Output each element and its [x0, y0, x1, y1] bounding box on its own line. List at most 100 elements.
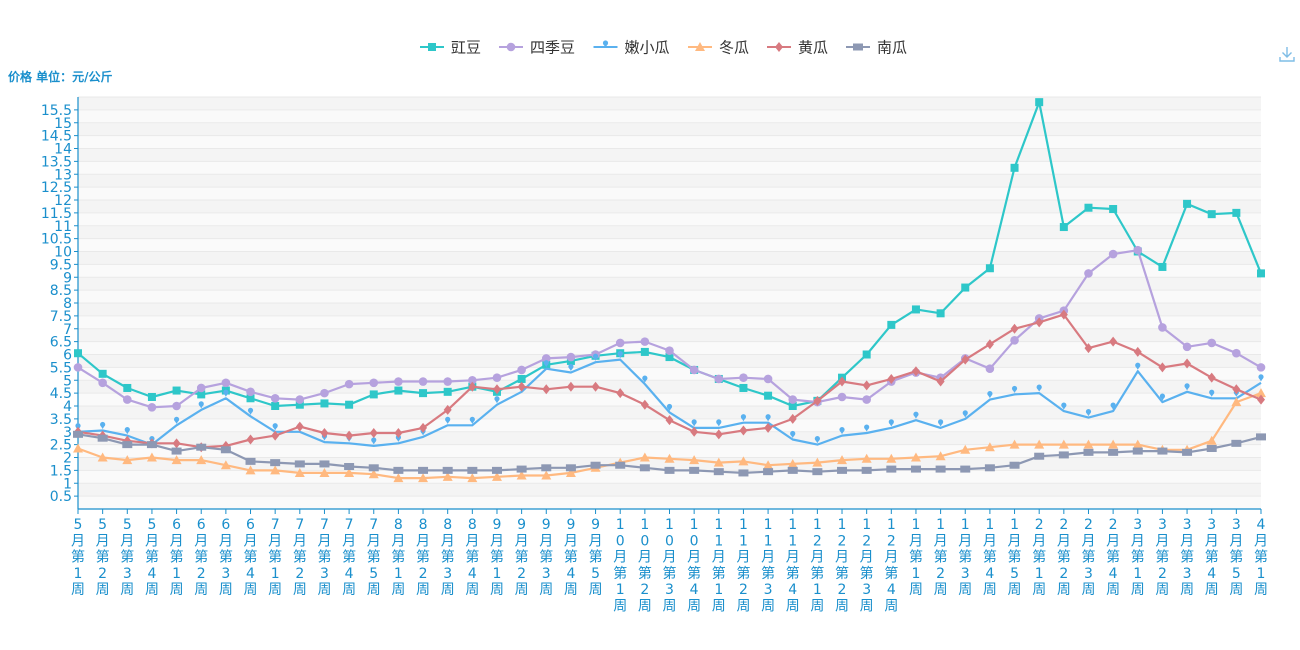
grid-band — [78, 225, 1261, 239]
y-tick-label: 4.5 — [50, 386, 72, 402]
pin-tail — [125, 430, 130, 435]
grid-band — [78, 135, 1261, 149]
pin-tail — [1086, 412, 1091, 417]
x-tick-label: 7 月第 5 周 — [367, 517, 381, 598]
data-point — [591, 381, 600, 392]
data-point — [886, 453, 897, 463]
pin-tail — [420, 431, 426, 436]
legend-marker — [695, 42, 705, 51]
pin-tail — [1209, 393, 1214, 397]
data-point — [642, 375, 648, 383]
data-point — [1009, 439, 1020, 449]
data-point — [787, 458, 798, 468]
grid-band — [78, 483, 1261, 497]
legend-label: 四季豆 — [530, 39, 575, 57]
data-point — [442, 471, 453, 481]
data-point — [960, 444, 971, 454]
data-point — [271, 402, 280, 410]
data-point — [270, 393, 280, 403]
y-tick-label: 3.5 — [50, 412, 72, 428]
data-point — [666, 403, 673, 411]
pin-tail — [667, 407, 672, 411]
y-tick-label: 6.5 — [50, 335, 72, 351]
data-point — [1157, 447, 1168, 455]
x-axis: 5 月第 1 周 5 月第 2 周 5 月第 3 周 5 月第 4 周 6 月第 1 周 6 月第 2 周 6 月第 3 周 6 月第 4 周… — [71, 508, 1268, 615]
data-point — [1158, 362, 1167, 373]
data-point — [740, 414, 747, 422]
y-tick-label: 15.5 — [41, 103, 72, 119]
grid-band — [78, 187, 1261, 200]
legend-item: 黄瓜 — [767, 39, 828, 57]
data-point — [1206, 435, 1217, 445]
data-point — [739, 383, 748, 392]
data-point — [689, 365, 699, 375]
data-point — [1183, 358, 1192, 369]
data-point — [1132, 447, 1143, 455]
legend-marker — [853, 43, 863, 51]
grid-band — [78, 303, 1261, 316]
grid-band — [78, 148, 1261, 162]
legend-item: 豇豆 — [420, 39, 481, 57]
data-point — [172, 386, 181, 395]
series-layer — [73, 98, 1266, 483]
data-point — [1158, 323, 1167, 332]
x-tick-label: 1 月第 3 周 — [958, 517, 972, 598]
data-point — [911, 305, 920, 314]
x-tick-label: 1 2 月第 3 周 — [860, 517, 874, 615]
legend-item: 嫩小瓜 — [593, 39, 670, 57]
data-point — [1034, 439, 1045, 449]
data-point — [73, 430, 83, 438]
x-tick-label: 2 月第 2 周 — [1057, 517, 1071, 598]
data-point — [862, 395, 871, 404]
data-point — [691, 419, 697, 427]
data-point — [468, 381, 477, 392]
y-tick-label: 7.5 — [50, 309, 72, 325]
pin-tail — [716, 422, 721, 427]
y-tick-label: 13 — [54, 167, 72, 183]
data-point — [864, 424, 870, 432]
data-point — [984, 442, 995, 452]
x-tick-label: 3 月第 3 周 — [1180, 517, 1194, 598]
pin-tail — [494, 399, 500, 404]
data-point — [1132, 439, 1143, 449]
grid-band — [78, 290, 1261, 303]
grid-band — [78, 264, 1261, 278]
data-point — [590, 461, 601, 469]
data-point — [764, 391, 773, 400]
x-tick-label: 8 月第 4 周 — [465, 517, 479, 598]
x-tick-label: 7 月第 3 周 — [317, 517, 331, 598]
x-tick-label: 5 月第 3 周 — [120, 517, 134, 598]
x-tick-label: 5 月第 1 周 — [71, 517, 85, 598]
data-point — [171, 455, 182, 465]
x-tick-label: 9 月第 3 周 — [539, 517, 553, 598]
data-point — [566, 381, 575, 392]
x-tick-label: 6 月第 4 周 — [244, 517, 258, 598]
data-point — [344, 467, 355, 477]
grid-band — [78, 200, 1261, 213]
y-tick-label: 11.5 — [41, 206, 72, 222]
grid-band — [78, 367, 1261, 381]
download-icon[interactable] — [1277, 44, 1297, 64]
pin-tail — [815, 439, 820, 444]
data-point — [689, 455, 700, 465]
x-tick-label: 1 月第 2 周 — [934, 517, 948, 598]
pin-tail — [889, 422, 894, 427]
data-point — [1083, 439, 1094, 449]
data-point — [862, 380, 871, 391]
data-point — [97, 452, 108, 462]
data-point — [173, 416, 180, 424]
data-point — [713, 468, 724, 476]
data-point — [565, 464, 576, 472]
data-point — [1232, 208, 1241, 217]
series-黄瓜 — [74, 309, 1265, 453]
data-point — [517, 365, 526, 375]
x-tick-label: 1 2 月第 4 周 — [884, 517, 898, 615]
data-point — [271, 430, 280, 441]
data-point — [371, 437, 377, 445]
data-point — [814, 436, 820, 444]
data-point — [962, 410, 968, 418]
y-axis-label: 价格 单位：元/公斤 — [8, 69, 113, 84]
data-point — [913, 411, 919, 419]
legend-marker — [602, 40, 609, 48]
